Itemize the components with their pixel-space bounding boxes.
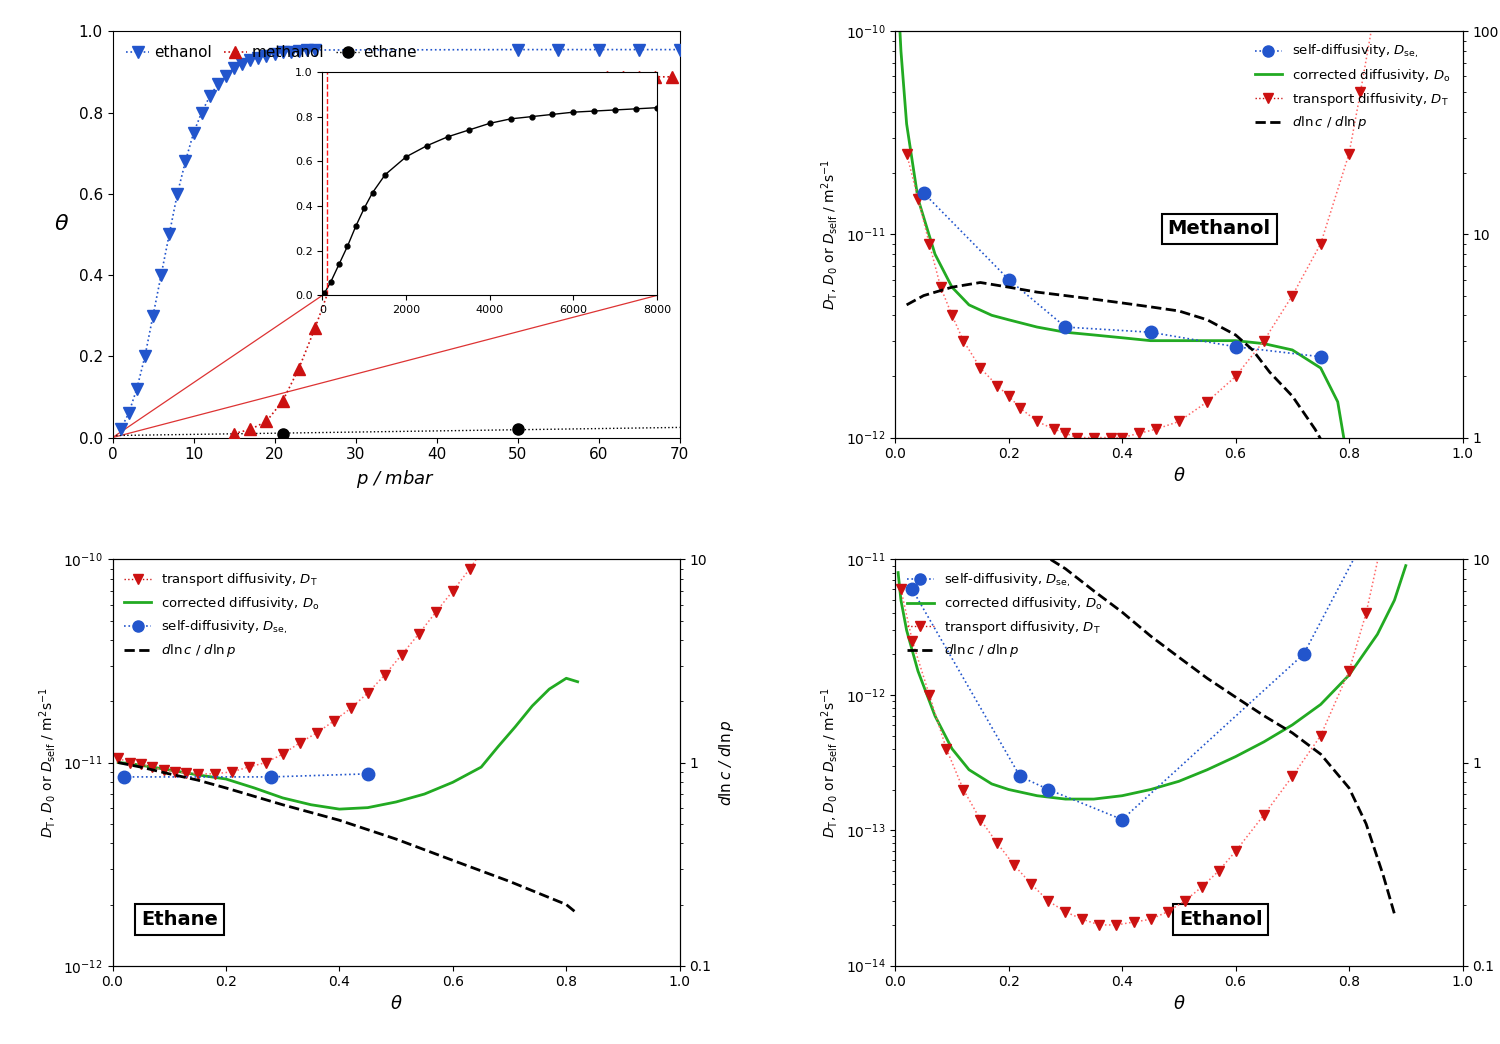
Text: Methanol: Methanol (1167, 219, 1270, 238)
Y-axis label: $D_\mathrm{T}$, $D_\mathrm{0}$ or $D_\mathrm{self}$ / m$^2$s$^{-1}$: $D_\mathrm{T}$, $D_\mathrm{0}$ or $D_\ma… (819, 687, 840, 838)
Text: Ethanol: Ethanol (1179, 910, 1263, 929)
Y-axis label: $D_\mathrm{T}$, $D_\mathrm{0}$ or $D_\mathrm{self}$ / m$^2$s$^{-1}$: $D_\mathrm{T}$, $D_\mathrm{0}$ or $D_\ma… (36, 687, 57, 838)
Legend: self-diffusivity, $D_\mathrm{se,}$, corrected diffusivity, $D_\mathrm{o}$, trans: self-diffusivity, $D_\mathrm{se,}$, corr… (902, 566, 1108, 665)
Text: Ethane: Ethane (141, 910, 218, 929)
Y-axis label: $D_\mathrm{T}$, $D_\mathrm{0}$ or $D_\mathrm{self}$ / m$^2$s$^{-1}$: $D_\mathrm{T}$, $D_\mathrm{0}$ or $D_\ma… (819, 159, 840, 310)
Legend: transport diffusivity, $D_\mathrm{T}$, corrected diffusivity, $D_\mathrm{o}$, se: transport diffusivity, $D_\mathrm{T}$, c… (118, 566, 326, 665)
Y-axis label: $\theta$: $\theta$ (54, 214, 69, 235)
X-axis label: $\theta$: $\theta$ (1173, 995, 1185, 1013)
X-axis label: $p$ / mbar: $p$ / mbar (357, 468, 436, 490)
Legend: ethanol, methanol, ethane: ethanol, methanol, ethane (120, 39, 423, 66)
X-axis label: $\theta$: $\theta$ (1173, 467, 1185, 484)
Y-axis label: $d\ln c$ / $d\ln p$: $d\ln c$ / $d\ln p$ (717, 719, 736, 806)
Legend: self-diffusivity, $D_\mathrm{se,}$, corrected diffusivity, $D_\mathrm{o}$, trans: self-diffusivity, $D_\mathrm{se,}$, corr… (1250, 38, 1456, 137)
X-axis label: $\theta$: $\theta$ (390, 995, 402, 1013)
